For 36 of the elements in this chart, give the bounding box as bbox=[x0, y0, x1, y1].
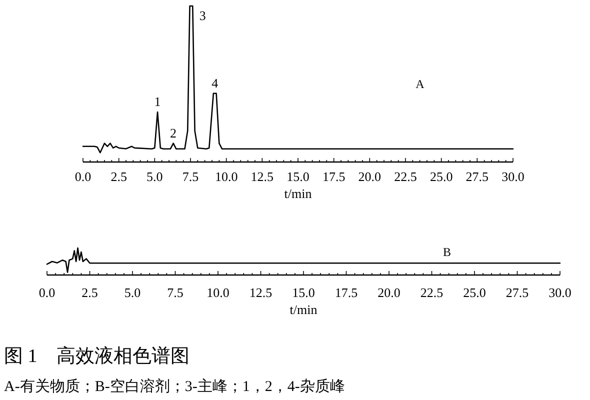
x-tick-label: 30.0 bbox=[548, 285, 572, 300]
x-tick-label: 20.0 bbox=[358, 169, 382, 184]
x-tick-label: 2.5 bbox=[82, 285, 98, 300]
text: A-有关物质；B-空白溶剂；3-主峰；1，2，4-杂质峰 bbox=[4, 378, 345, 395]
x-tick-label: 0.0 bbox=[38, 285, 56, 300]
x-tick-label: 10.0 bbox=[214, 169, 238, 184]
caption: 图 1 高效液相色谱图 bbox=[4, 345, 190, 367]
x-tick-label: 12.5 bbox=[250, 169, 274, 184]
x-axis-title: t/min bbox=[284, 186, 312, 201]
x-tick-label: 15.0 bbox=[286, 169, 310, 184]
x-tick-label: 7.5 bbox=[167, 285, 184, 300]
x-tick-label: 22.5 bbox=[420, 285, 444, 300]
x-tick-label: 25.0 bbox=[463, 285, 486, 300]
x-tick-label: 2.5 bbox=[110, 169, 127, 184]
x-tick-label: 0.0 bbox=[74, 169, 92, 184]
annotation: 4 bbox=[212, 75, 219, 90]
x-tick-label: 27.5 bbox=[506, 285, 529, 300]
x-tick-label: 15.0 bbox=[292, 285, 315, 300]
x-tick-label: 7.5 bbox=[182, 169, 199, 184]
x-tick-label: 17.5 bbox=[334, 285, 358, 300]
x-tick-label: 10.0 bbox=[206, 285, 230, 300]
x-tick-label: 27.5 bbox=[466, 169, 489, 184]
x-tick-label: 17.5 bbox=[322, 169, 346, 184]
x-tick-label: 5.0 bbox=[124, 285, 141, 300]
annotation: 2 bbox=[170, 125, 177, 140]
x-tick-label: 30.0 bbox=[502, 169, 524, 184]
annotation: A bbox=[416, 77, 425, 91]
annotation: B bbox=[442, 245, 452, 259]
x-axis-title: t/min bbox=[290, 302, 318, 317]
x-tick-label: 12.5 bbox=[249, 285, 272, 300]
x-tick-label: 22.5 bbox=[394, 169, 417, 184]
x-tick-label: 20.0 bbox=[378, 285, 400, 300]
annotation: 3 bbox=[199, 8, 206, 23]
x-tick-label: 25.0 bbox=[430, 169, 453, 184]
annotation: 1 bbox=[154, 94, 161, 110]
x-tick-label: 5.0 bbox=[146, 169, 163, 184]
